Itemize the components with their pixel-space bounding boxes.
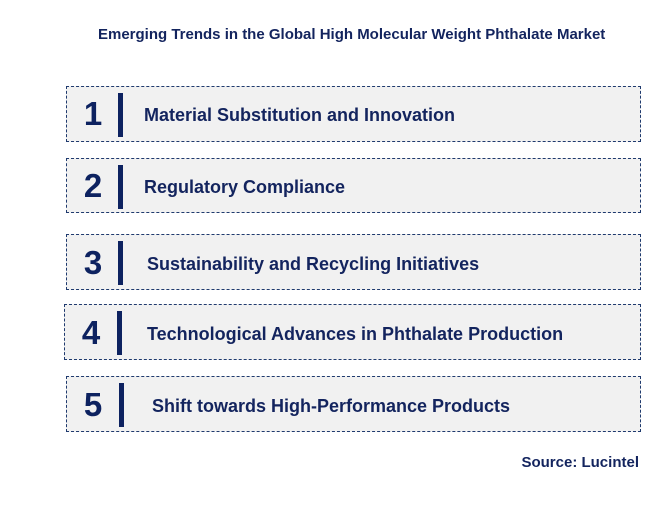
divider-bar: [118, 241, 123, 285]
item-label: Regulatory Compliance: [144, 177, 346, 197]
divider-bar: [117, 311, 122, 355]
trend-item-3: 3 Sustainability and Recycling Initiativ…: [66, 234, 641, 290]
diagram-title: Emerging Trends in the Global High Molec…: [98, 26, 606, 43]
trend-item-2: 2 Regulatory Compliance: [66, 158, 641, 213]
item-number: 1: [83, 95, 103, 132]
item-label: Material Substitution and Innovation: [144, 105, 456, 125]
trend-item-4: 4 Technological Advances in Phthalate Pr…: [64, 304, 641, 360]
divider-bar: [118, 93, 123, 137]
item-label: Shift towards High-Performance Products: [152, 396, 511, 416]
item-label: Sustainability and Recycling Initiatives: [147, 254, 480, 274]
divider-bar: [119, 383, 124, 427]
trend-item-5: 5 Shift towards High-Performance Product…: [66, 376, 641, 432]
item-number: 5: [83, 386, 103, 423]
item-label: Technological Advances in Phthalate Prod…: [147, 324, 564, 344]
trend-item-1: 1 Material Substitution and Innovation: [66, 86, 641, 142]
source-attribution: Source: Lucintel: [521, 454, 639, 471]
item-number: 3: [83, 244, 103, 281]
item-number: 2: [83, 167, 103, 204]
divider-bar: [118, 165, 123, 209]
item-number: 4: [81, 314, 101, 351]
